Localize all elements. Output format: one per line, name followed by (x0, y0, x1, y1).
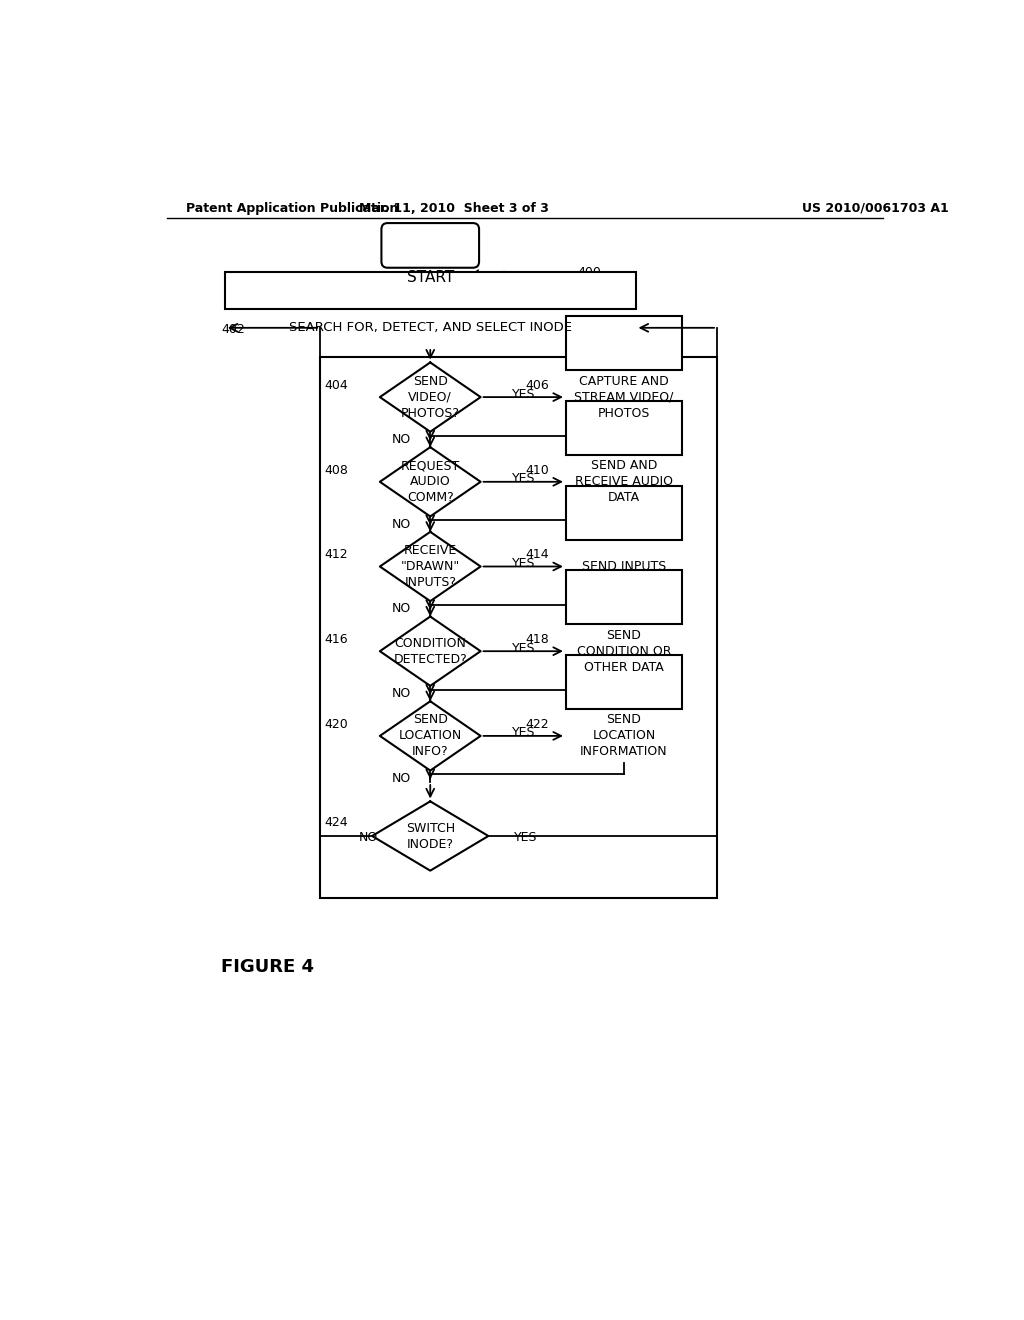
Text: 418: 418 (525, 634, 549, 647)
Text: YES: YES (512, 388, 536, 400)
Text: 400: 400 (578, 265, 601, 279)
Text: 414: 414 (525, 548, 549, 561)
Text: YES: YES (512, 726, 536, 739)
Text: Patent Application Publication: Patent Application Publication (186, 202, 398, 215)
Text: FIGURE 4: FIGURE 4 (221, 958, 314, 975)
Bar (566, 655, 682, 709)
Text: SEND INPUTS: SEND INPUTS (582, 560, 667, 573)
Text: SEND
VIDEO/
PHOTOS?: SEND VIDEO/ PHOTOS? (400, 375, 460, 420)
Text: YES: YES (512, 642, 536, 655)
Text: 404: 404 (324, 379, 348, 392)
Text: Mar. 11, 2010  Sheet 3 of 3: Mar. 11, 2010 Sheet 3 of 3 (358, 202, 549, 215)
Text: YES: YES (514, 832, 538, 843)
Bar (566, 401, 682, 455)
Text: NO: NO (359, 832, 378, 843)
Text: SEND
LOCATION
INFO?: SEND LOCATION INFO? (398, 713, 462, 759)
Polygon shape (380, 532, 480, 601)
Bar (566, 317, 682, 370)
Text: CONDITION
DETECTED?: CONDITION DETECTED? (393, 636, 467, 665)
Text: NO: NO (391, 686, 411, 700)
Text: 402: 402 (221, 323, 245, 335)
Polygon shape (380, 447, 480, 516)
Polygon shape (380, 363, 480, 432)
Text: 410: 410 (525, 463, 549, 477)
Text: NO: NO (391, 772, 411, 785)
Text: 406: 406 (525, 379, 549, 392)
Text: SEND
LOCATION
INFORMATION: SEND LOCATION INFORMATION (581, 713, 668, 759)
Text: 412: 412 (324, 548, 348, 561)
Text: 422: 422 (525, 718, 549, 731)
Text: START: START (407, 271, 454, 285)
Text: SWITCH
INODE?: SWITCH INODE? (406, 821, 455, 850)
Text: NO: NO (391, 602, 411, 615)
Polygon shape (372, 801, 488, 871)
Polygon shape (380, 616, 480, 686)
Text: SEND
CONDITION OR
OTHER DATA: SEND CONDITION OR OTHER DATA (577, 628, 672, 673)
Bar (566, 486, 682, 540)
Text: 424: 424 (324, 816, 348, 829)
Text: YES: YES (512, 557, 536, 570)
Text: 416: 416 (324, 634, 348, 647)
Text: YES: YES (512, 473, 536, 486)
Text: RECEIVE
"DRAWN"
INPUTS?: RECEIVE "DRAWN" INPUTS? (400, 544, 460, 589)
Bar (321, 358, 717, 898)
Text: SEND AND
RECEIVE AUDIO
DATA: SEND AND RECEIVE AUDIO DATA (575, 459, 673, 504)
Bar (566, 570, 682, 624)
FancyBboxPatch shape (381, 223, 479, 268)
Text: US 2010/0061703 A1: US 2010/0061703 A1 (802, 202, 949, 215)
Polygon shape (380, 701, 480, 771)
Text: 420: 420 (324, 718, 348, 731)
Text: REQUEST
AUDIO
COMM?: REQUEST AUDIO COMM? (400, 459, 460, 504)
Bar (225, 272, 636, 309)
Text: 408: 408 (324, 463, 348, 477)
Text: SEARCH FOR, DETECT, AND SELECT INODE: SEARCH FOR, DETECT, AND SELECT INODE (289, 321, 571, 334)
Text: NO: NO (391, 517, 411, 531)
Text: NO: NO (391, 433, 411, 446)
Text: CAPTURE AND
STREAM VIDEO/
PHOTOS: CAPTURE AND STREAM VIDEO/ PHOTOS (574, 375, 674, 420)
